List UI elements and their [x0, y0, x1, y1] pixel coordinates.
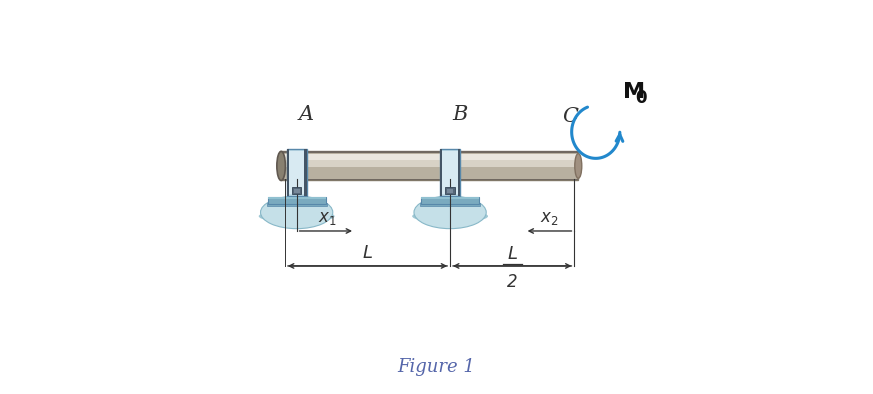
Bar	[445, 188, 455, 195]
Bar	[447, 189, 453, 193]
Bar	[286, 149, 289, 196]
Bar	[420, 203, 480, 206]
Text: Figure 1: Figure 1	[397, 358, 476, 376]
Bar	[267, 197, 326, 199]
Bar	[281, 179, 578, 180]
Bar	[440, 149, 460, 196]
Bar	[286, 149, 306, 196]
Text: $L$: $L$	[506, 245, 518, 263]
Ellipse shape	[277, 151, 285, 180]
Text: 2: 2	[507, 273, 518, 290]
Bar	[281, 154, 578, 160]
Text: $x_1$: $x_1$	[319, 209, 337, 227]
Bar	[281, 156, 578, 167]
Bar	[440, 149, 443, 196]
Bar	[292, 188, 301, 195]
Ellipse shape	[574, 154, 581, 178]
Bar	[305, 149, 306, 196]
Ellipse shape	[412, 210, 488, 223]
Bar	[288, 151, 306, 195]
Text: $L$: $L$	[362, 244, 373, 262]
Bar	[421, 197, 479, 204]
Bar	[281, 151, 578, 153]
Bar	[293, 189, 299, 193]
Bar	[267, 197, 326, 204]
Text: $\mathbf{0}$: $\mathbf{0}$	[635, 89, 648, 108]
Ellipse shape	[260, 196, 333, 229]
Bar	[421, 197, 479, 199]
Text: $x_2$: $x_2$	[540, 209, 559, 227]
Bar	[267, 203, 327, 206]
Text: C: C	[562, 107, 579, 126]
Bar	[442, 151, 458, 195]
Text: B: B	[452, 105, 468, 124]
Text: $\mathbf{M}$: $\mathbf{M}$	[622, 82, 644, 102]
Text: A: A	[299, 105, 314, 124]
Ellipse shape	[258, 210, 334, 223]
Ellipse shape	[414, 196, 486, 229]
Bar	[457, 149, 460, 196]
Bar	[281, 151, 578, 180]
